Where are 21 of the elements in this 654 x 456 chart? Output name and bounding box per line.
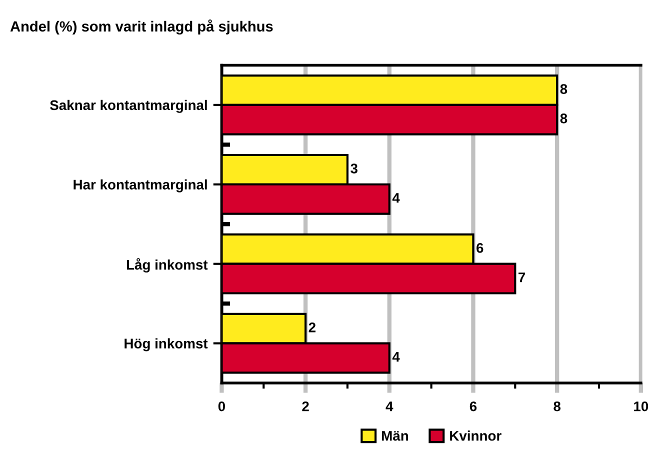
x-tick-label: 0 xyxy=(218,401,225,412)
x-tick-label: 2 xyxy=(302,401,309,412)
y-tick-label: Hög inkomst xyxy=(124,338,208,352)
x-tick-label: 6 xyxy=(470,401,477,412)
data-label: 4 xyxy=(392,193,400,203)
y-tick-label: Saknar kontantmarginal xyxy=(50,100,207,113)
data-label: 8 xyxy=(560,114,568,124)
data-label: 8 xyxy=(560,84,568,94)
data-label: 6 xyxy=(476,243,484,253)
data-label: 4 xyxy=(392,352,400,362)
data-label: 2 xyxy=(308,322,316,332)
y-tick-label: Har kontantmarginal xyxy=(74,179,207,192)
data-label: 7 xyxy=(518,272,526,282)
data-label: 3 xyxy=(350,164,358,174)
legend-label: Män xyxy=(382,431,408,441)
x-tick-label: 10 xyxy=(634,401,648,412)
y-tick-label: Låg inkomst xyxy=(126,258,208,273)
legend-label: Kvinnor xyxy=(450,430,502,441)
x-tick-label: 8 xyxy=(554,401,561,412)
chart-title: Andel (%) som varit inlagd på sjukhus xyxy=(10,19,273,35)
x-tick-label: 4 xyxy=(386,402,394,412)
